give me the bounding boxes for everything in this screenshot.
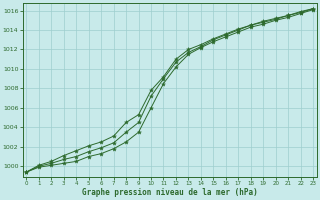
X-axis label: Graphe pression niveau de la mer (hPa): Graphe pression niveau de la mer (hPa) [82, 188, 258, 197]
